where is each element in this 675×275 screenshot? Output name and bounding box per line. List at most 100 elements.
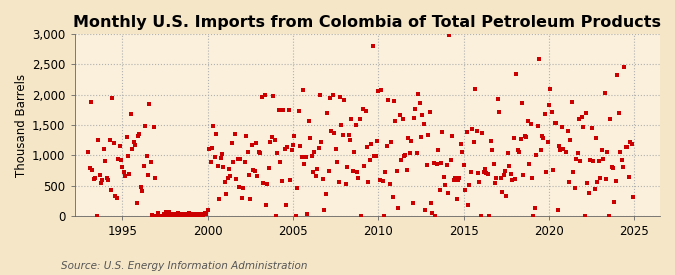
- Point: [123, 154, 134, 158]
- Point: [340, 182, 351, 187]
- Point: [336, 122, 347, 127]
- Point: [477, 131, 487, 135]
- Point: [214, 197, 225, 201]
- Point: [381, 144, 392, 148]
- Point: [232, 157, 243, 162]
- Point: [582, 180, 593, 185]
- Point: [86, 100, 97, 104]
- Point: [441, 163, 452, 167]
- Point: [446, 158, 456, 163]
- Point: [246, 142, 257, 147]
- Point: [144, 102, 155, 106]
- Point: [437, 130, 448, 134]
- Point: [458, 163, 469, 167]
- Point: [252, 174, 263, 178]
- Point: [230, 132, 240, 136]
- Point: [190, 212, 200, 216]
- Point: [589, 187, 600, 191]
- Point: [608, 166, 618, 170]
- Point: [159, 214, 170, 218]
- Point: [358, 163, 369, 168]
- Point: [468, 139, 479, 144]
- Point: [349, 150, 360, 155]
- Point: [236, 196, 247, 200]
- Point: [157, 214, 167, 218]
- Point: [155, 214, 166, 218]
- Point: [304, 136, 315, 141]
- Point: [403, 135, 414, 140]
- Point: [528, 214, 539, 218]
- Y-axis label: Thousand Barrels: Thousand Barrels: [15, 73, 28, 177]
- Point: [282, 145, 293, 150]
- Point: [306, 154, 317, 158]
- Point: [113, 157, 124, 162]
- Title: Monthly U.S. Imports from Colombia of Total Petroleum Products: Monthly U.S. Imports from Colombia of To…: [74, 15, 662, 30]
- Point: [488, 162, 499, 166]
- Point: [191, 214, 202, 218]
- Point: [572, 151, 583, 156]
- Point: [457, 150, 468, 154]
- Point: [107, 96, 118, 101]
- Point: [417, 113, 428, 117]
- Point: [552, 208, 563, 212]
- Point: [130, 143, 140, 147]
- Point: [592, 180, 603, 184]
- Point: [587, 126, 597, 131]
- Point: [198, 214, 209, 218]
- Point: [101, 175, 112, 180]
- Point: [466, 170, 477, 174]
- Point: [480, 166, 491, 171]
- Point: [199, 211, 210, 215]
- Point: [542, 140, 553, 144]
- Point: [177, 213, 188, 218]
- Point: [579, 214, 590, 218]
- Point: [462, 202, 473, 207]
- Point: [433, 148, 443, 152]
- Point: [443, 191, 454, 195]
- Point: [464, 183, 475, 187]
- Point: [537, 134, 547, 139]
- Point: [394, 113, 405, 118]
- Point: [122, 135, 132, 140]
- Point: [576, 115, 587, 119]
- Point: [176, 212, 186, 217]
- Point: [585, 158, 596, 163]
- Point: [491, 175, 502, 180]
- Point: [623, 175, 634, 179]
- Point: [518, 173, 529, 177]
- Point: [171, 213, 182, 217]
- Point: [558, 147, 568, 152]
- Point: [610, 179, 621, 183]
- Point: [605, 117, 616, 121]
- Point: [376, 88, 387, 92]
- Point: [286, 147, 297, 152]
- Point: [294, 109, 304, 113]
- Point: [313, 145, 324, 150]
- Point: [363, 179, 374, 184]
- Point: [245, 196, 256, 201]
- Point: [625, 139, 636, 144]
- Point: [421, 163, 432, 167]
- Point: [568, 170, 578, 175]
- Point: [515, 137, 526, 141]
- Point: [275, 160, 286, 164]
- Point: [602, 150, 613, 154]
- Point: [239, 160, 250, 164]
- Point: [256, 95, 267, 99]
- Point: [105, 188, 116, 192]
- Point: [373, 89, 384, 94]
- Point: [222, 176, 233, 180]
- Point: [298, 88, 308, 92]
- Point: [564, 180, 574, 184]
- Point: [96, 181, 107, 186]
- Point: [526, 176, 537, 180]
- Point: [339, 97, 350, 102]
- Point: [510, 177, 520, 182]
- Point: [406, 139, 416, 143]
- Point: [485, 138, 496, 143]
- Point: [227, 141, 238, 145]
- Point: [508, 136, 519, 141]
- Point: [195, 214, 206, 218]
- Point: [408, 116, 419, 120]
- Point: [431, 162, 442, 166]
